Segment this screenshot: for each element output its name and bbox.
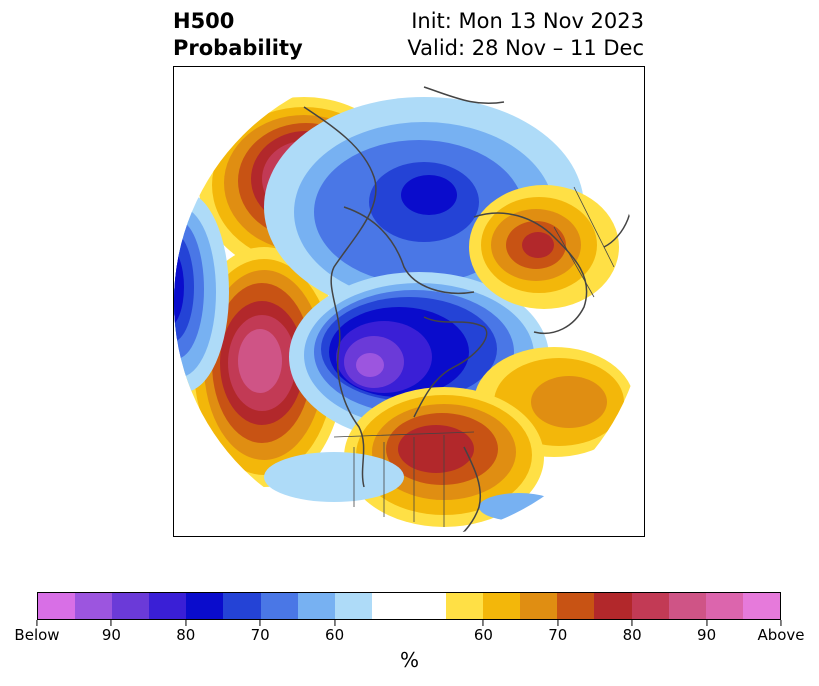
- colorbar-tick: Above: [757, 620, 805, 644]
- colorbar-cell: [186, 593, 224, 619]
- colorbar-ticks: Below 90 80 70 60 60 70 80 90 Above: [14, 620, 805, 648]
- colorbar-cell: [112, 593, 150, 619]
- tick-label: Above: [757, 626, 805, 644]
- colorbar-cell: [594, 593, 632, 619]
- colorbar-cell: [223, 593, 261, 619]
- colorbar-cell: [631, 593, 669, 619]
- tick-mark: [482, 620, 484, 626]
- political-borders: [333, 186, 615, 527]
- colorbar-cell: [557, 593, 595, 619]
- colorbar-tick: 90: [697, 620, 716, 644]
- colorbar-tick: 60: [474, 620, 493, 644]
- colorbar-tick: 80: [176, 620, 195, 644]
- colorbar-cell: [38, 593, 76, 619]
- tick-label: 80: [176, 626, 196, 644]
- colorbar-cell: [334, 593, 372, 619]
- colorbar-cell: [705, 593, 743, 619]
- colorbar-cell: [483, 593, 521, 619]
- colorbar-cell: [260, 593, 298, 619]
- tick-mark: [631, 620, 633, 626]
- title-product: Probability: [173, 36, 303, 60]
- tick-mark: [110, 620, 112, 626]
- tick-label: 60: [325, 626, 345, 644]
- tick-label: 70: [250, 626, 270, 644]
- colorbar-unit-label: %: [399, 648, 419, 672]
- valid-period: Valid: 28 Nov – 11 Dec: [407, 36, 644, 60]
- colorbar-tick: 90: [102, 620, 121, 644]
- colorbar-cell: [520, 593, 558, 619]
- anomaly-europe-ridge: [469, 185, 619, 309]
- colorbar-cell: [446, 593, 484, 619]
- colorbar-cell: [297, 593, 335, 619]
- colorbar: [37, 592, 781, 620]
- colorbar-cell: [371, 593, 409, 619]
- colorbar-cell: [149, 593, 187, 619]
- colorbar-tick: 80: [623, 620, 642, 644]
- tick-mark: [36, 620, 38, 626]
- colorbar-tick: 70: [548, 620, 567, 644]
- tick-label: 70: [548, 626, 568, 644]
- colorbar-cell: [408, 593, 447, 619]
- map-svg: [174, 67, 644, 536]
- colorbar-cell: [75, 593, 113, 619]
- colorbar-cell: [742, 593, 780, 619]
- init-date: Init: Mon 13 Nov 2023: [411, 9, 644, 33]
- anomaly-pacific-ridge: [184, 247, 344, 487]
- tick-mark: [557, 620, 559, 626]
- tick-label: 80: [622, 626, 642, 644]
- colorbar-cell: [668, 593, 706, 619]
- title-right: Init: Mon 13 Nov 2023 Valid: 28 Nov – 11…: [407, 8, 644, 62]
- tick-label: 60: [473, 626, 493, 644]
- title-variable: H500: [173, 9, 235, 33]
- tick-mark: [334, 620, 336, 626]
- colorbar-tick: 70: [251, 620, 270, 644]
- colorbar-tick: 60: [325, 620, 344, 644]
- probability-map: [173, 66, 645, 537]
- tick-label: 90: [697, 626, 717, 644]
- tick-mark: [780, 620, 782, 626]
- anomaly-canada-trough: [289, 272, 549, 442]
- tick-mark: [706, 620, 708, 626]
- tick-label: Below: [14, 626, 60, 644]
- tick-mark: [185, 620, 187, 626]
- title-left: H500 Probability: [173, 8, 303, 62]
- colorbar-tick: Below: [14, 620, 60, 644]
- tick-label: 90: [101, 626, 121, 644]
- tick-mark: [259, 620, 261, 626]
